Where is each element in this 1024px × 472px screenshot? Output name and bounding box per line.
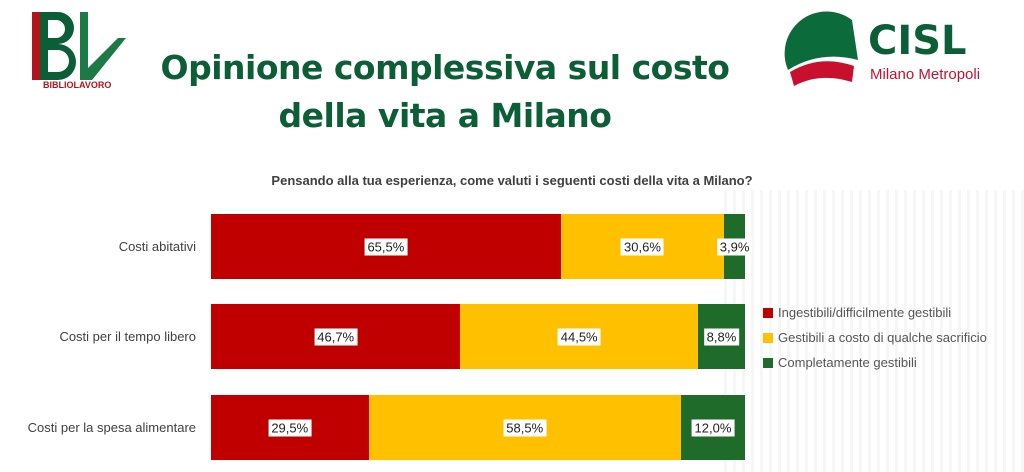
legend-item: Gestibili a costo di qualche sacrificio (763, 330, 987, 345)
legend-item: Ingestibili/difficilmente gestibili (763, 305, 951, 320)
cisl-logo (784, 11, 858, 86)
data-label: 29,5% (268, 419, 312, 437)
legend-label: Gestibili a costo di qualche sacrificio (778, 330, 987, 345)
legend-swatch (763, 357, 773, 368)
legend-label: Completamente gestibili (778, 355, 917, 370)
legend-label: Ingestibili/difficilmente gestibili (778, 305, 952, 320)
cisl-logo-subtitle: Milano Metropoli (870, 66, 981, 83)
background-skyline (724, 190, 1024, 472)
bibliolavoro-logo (32, 12, 126, 80)
data-label: 30,6% (621, 238, 664, 256)
page-title: Opinione complessiva sul costo della vit… (160, 48, 730, 135)
data-label: 12,0% (691, 419, 735, 437)
category-label: Costi per il tempo libero (59, 329, 196, 344)
legend-swatch (763, 332, 773, 343)
data-label: 46,7% (314, 328, 358, 346)
data-label: 3,9% (716, 238, 753, 256)
bibliolavoro-logo-text: BIBLIOLAVORO (43, 80, 112, 90)
cisl-logo-name: CISL (868, 18, 967, 64)
category-label: Costi abitativi (118, 239, 196, 254)
data-label: 8,8% (703, 328, 740, 346)
data-label: 58,5% (503, 419, 547, 437)
legend-item: Completamente gestibili (763, 355, 917, 370)
category-label: Costi per la spesa alimentare (27, 420, 196, 435)
chart-title: Pensando alla tua esperienza, come valut… (271, 173, 753, 188)
data-label: 65,5% (364, 238, 408, 256)
legend-swatch (763, 307, 773, 318)
data-label: 44,5% (557, 328, 601, 346)
